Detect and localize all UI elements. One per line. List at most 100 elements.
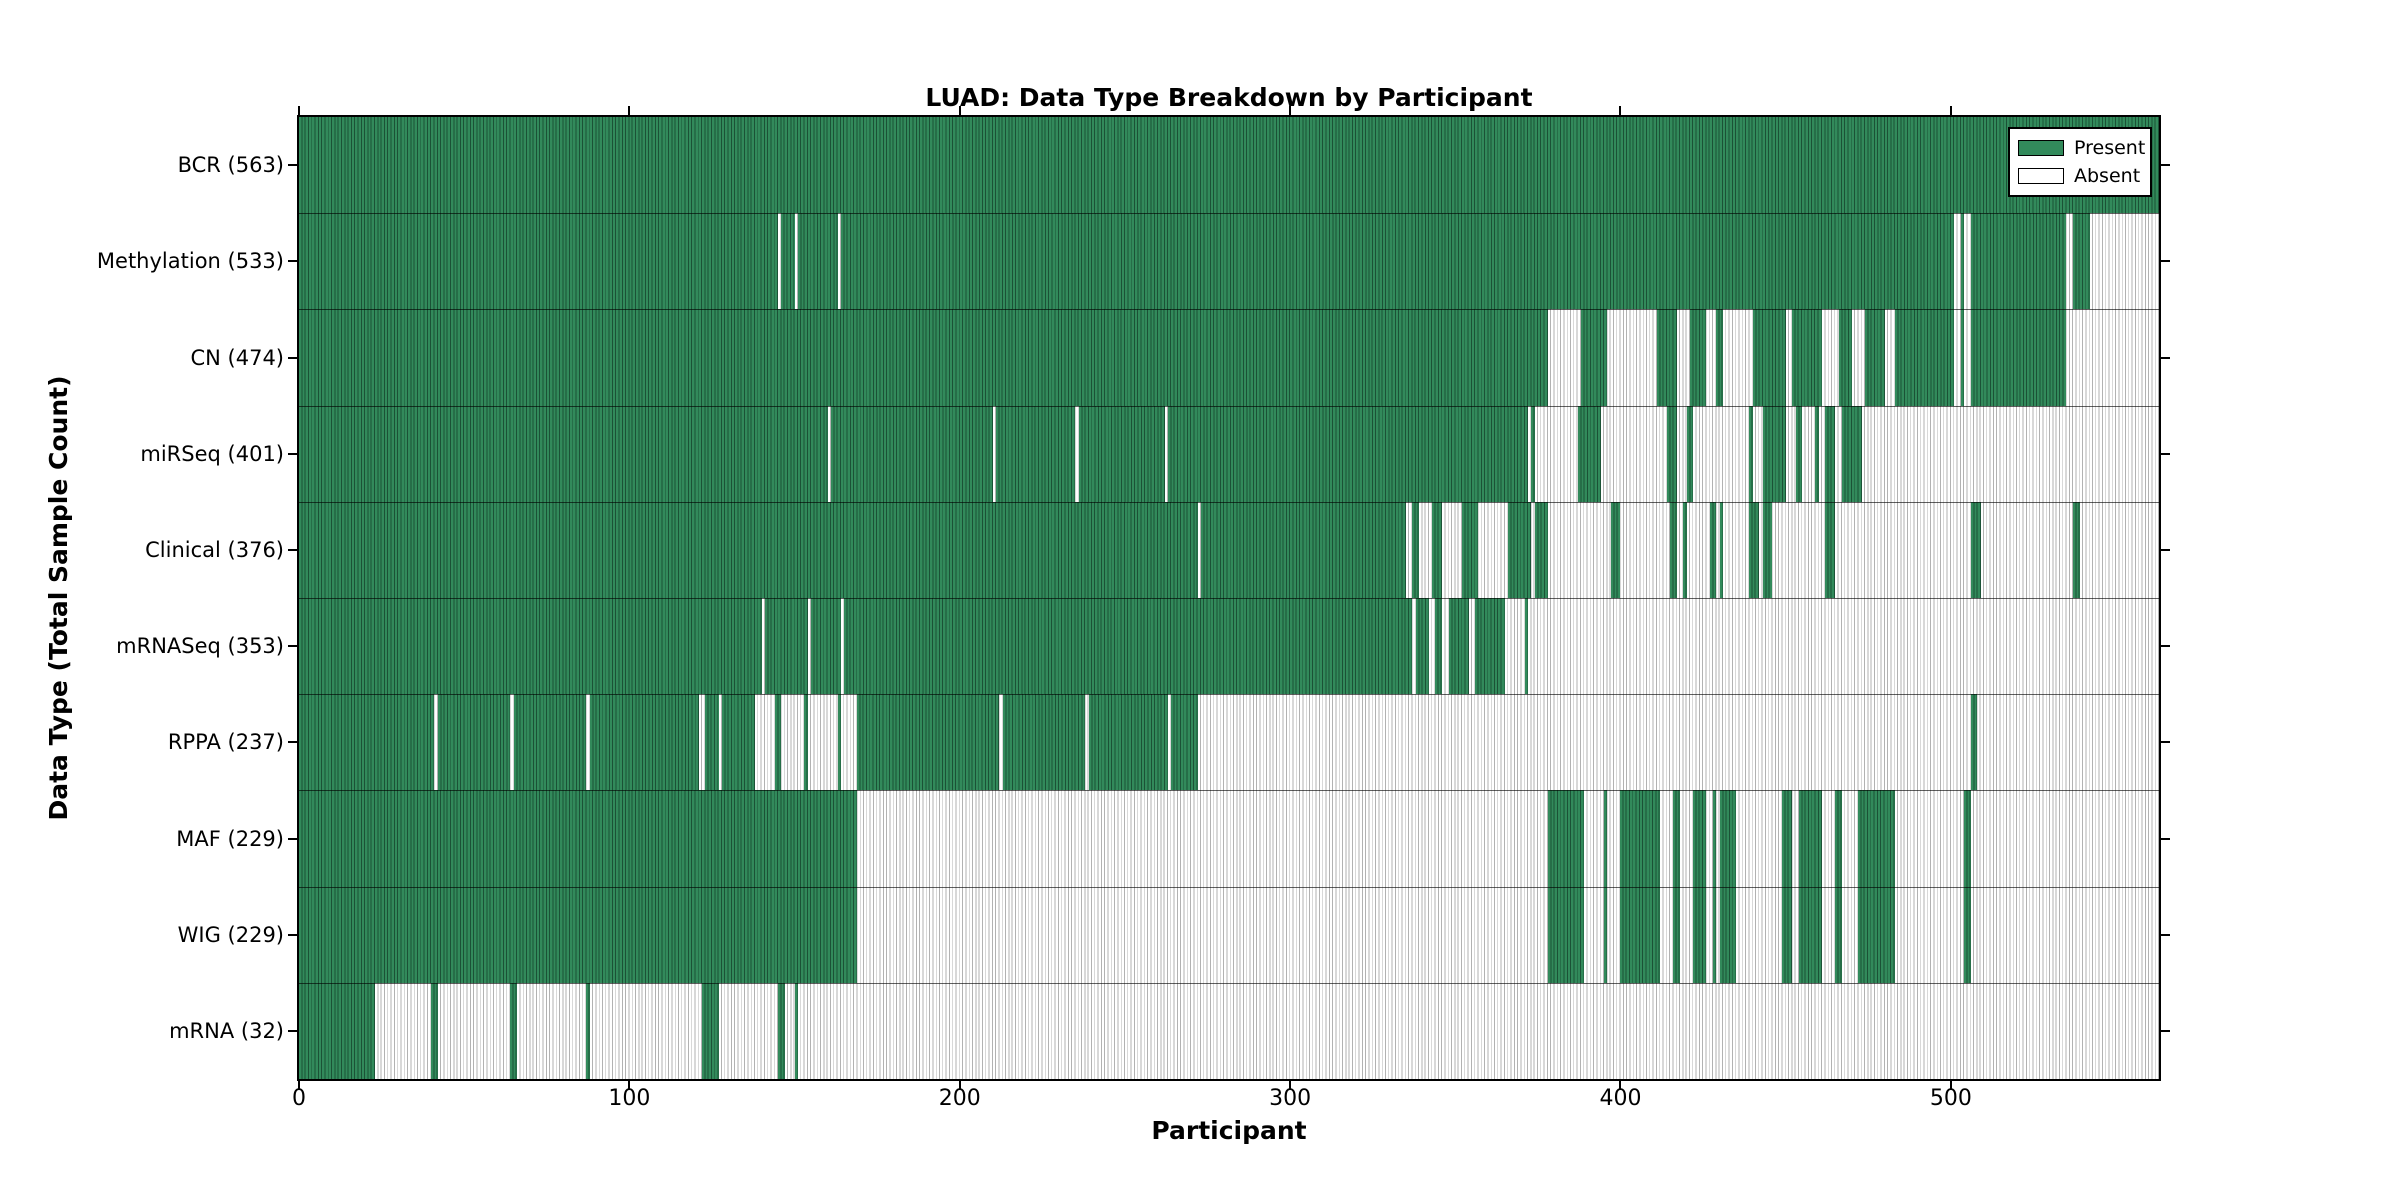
x-tick [1619,1081,1622,1090]
present-segment [2073,213,2090,310]
present-segment [1656,309,1677,406]
present-segment [1960,213,1965,310]
data-row-WIG [299,886,2159,983]
present-segment [1693,790,1707,887]
y-tick-label: Methylation (533) [96,249,284,274]
y-tick [2161,260,2170,263]
present-segment [1970,501,1981,598]
present-segment [1749,405,1753,502]
y-tick-label: mRNASeq (353) [116,634,284,659]
present-segment [299,309,1548,406]
data-row-MAF [299,790,2159,887]
present-segment [1825,501,1836,598]
row-separator [299,309,2159,311]
present-segment [1683,501,1687,598]
present-segment [1670,501,1677,598]
present-segment [830,405,993,502]
present-segment [1792,309,1822,406]
x-tick [1949,106,1952,115]
x-tick [958,106,961,115]
present-segment [513,694,587,791]
y-tick-label: MAF (229) [176,826,284,851]
x-axis-label: Participant [1151,1116,1307,1145]
present-segment [1960,309,1965,406]
row-separator [299,501,2159,503]
present-segment [1531,405,1535,502]
legend-swatch-absent-icon [2018,168,2064,184]
present-segment [1964,790,1971,887]
present-segment [1547,886,1585,983]
present-segment [1167,405,1528,502]
y-tick [2161,741,2170,744]
data-row-mRNASeq [299,598,2159,695]
present-segment [299,694,435,791]
present-segment [1524,598,1528,695]
present-segment [844,598,1413,695]
y-tick-label: CN (474) [190,345,284,370]
y-tick [288,645,297,648]
row-separator [299,982,2159,984]
present-segment [1577,405,1601,502]
present-segment [811,598,841,695]
y-tick-label: Clinical (376) [145,537,284,562]
y-tick [288,741,297,744]
present-segment [1603,790,1608,887]
present-segment [1709,501,1717,598]
present-segment [510,982,518,1079]
data-row-Clinical [299,501,2159,598]
present-segment [1412,501,1419,598]
legend-label-present: Present [2074,137,2146,159]
present-segment [1719,501,1723,598]
present-segment [437,694,511,791]
present-segment [857,694,1000,791]
y-tick-label: mRNA (32) [169,1018,284,1043]
present-segment [2073,501,2080,598]
present-segment [804,694,808,791]
present-segment [1475,598,1505,695]
legend-swatch-present-icon [2018,140,2064,156]
present-segment [774,694,782,791]
present-segment [1858,790,1895,887]
present-segment [1970,694,1978,791]
legend: Present Absent [2008,127,2152,197]
present-segment [1673,886,1680,983]
y-tick [2161,164,2170,167]
row-separator [299,790,2159,792]
y-tick-label: RPPA (237) [167,730,284,755]
data-row-BCR [299,117,2159,214]
y-tick [288,356,297,359]
present-segment [1864,309,1885,406]
y-tick-label: miRSeq (401) [140,441,284,466]
x-tick [298,1081,300,1090]
present-segment [1620,886,1661,983]
y-tick [2161,356,2170,359]
present-segment [1825,405,1836,502]
present-segment [1894,309,1955,406]
present-segment [431,982,438,1079]
present-segment [589,694,699,791]
present-segment [1762,405,1786,502]
present-segment [1415,598,1429,695]
x-tick-label: 200 [938,1086,981,1111]
present-segment [1964,886,1971,983]
data-row-RPPA [299,694,2159,791]
present-segment [1749,501,1760,598]
x-tick [1289,1081,1292,1090]
x-tick-label: 400 [1599,1086,1642,1111]
present-segment [837,694,841,791]
present-segment [1719,886,1737,983]
present-segment [1970,213,2067,310]
present-segment [1719,790,1737,887]
y-tick [288,548,297,551]
present-segment [299,405,828,502]
y-tick-label: BCR (563) [177,153,284,178]
present-segment [1838,309,1852,406]
present-segment [1693,886,1707,983]
present-segment [1795,405,1803,502]
data-row-miRSeq [299,405,2159,502]
y-tick [288,260,297,263]
present-segment [721,694,755,791]
x-tick [958,1081,961,1090]
x-tick-label: 0 [292,1086,306,1111]
